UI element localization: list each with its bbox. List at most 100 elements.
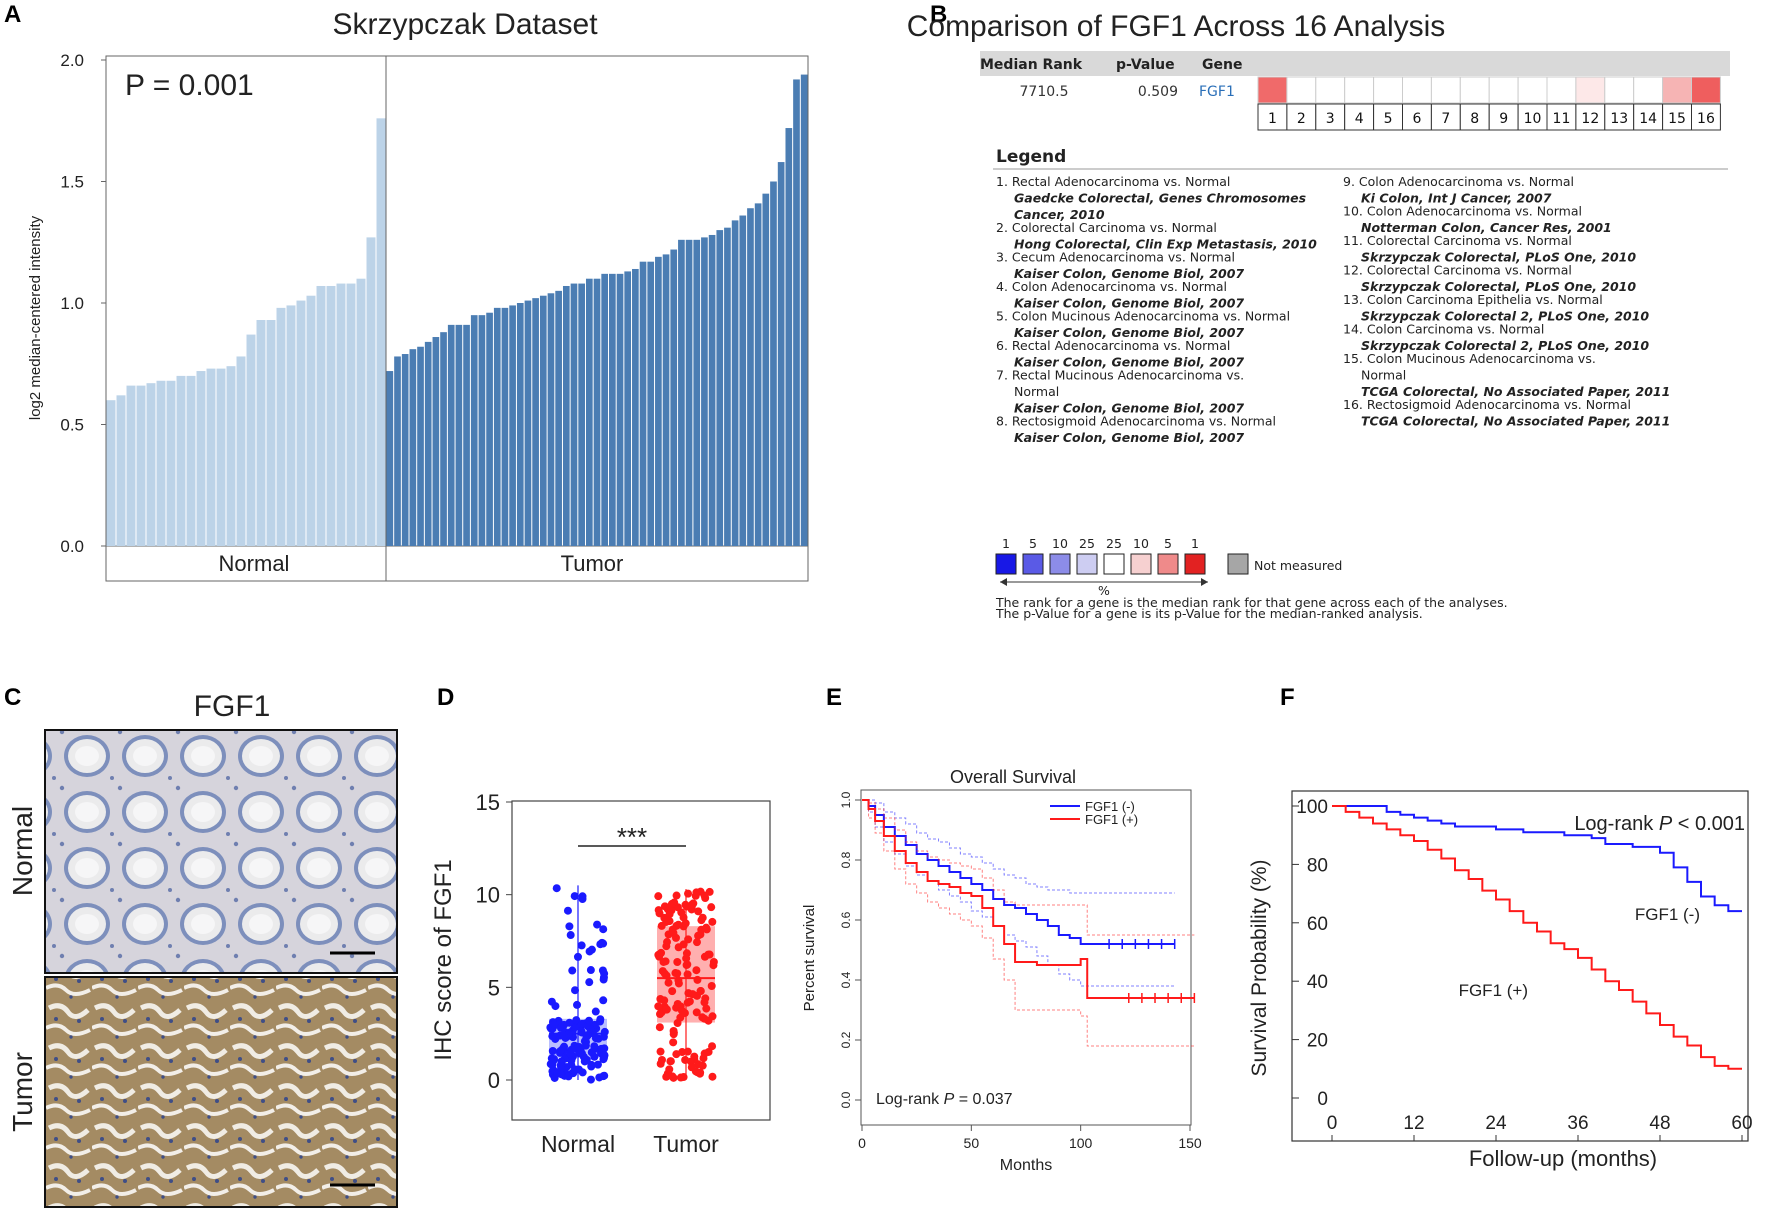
- not-measured-swatch: [1227, 553, 1249, 575]
- y-tick-label: 60: [1307, 914, 1328, 935]
- y-tick-label: 0.4: [839, 971, 853, 988]
- analysis-number: 3: [1326, 111, 1335, 127]
- data-point: [586, 1075, 595, 1084]
- legend-item-source: TCGA Colorectal, No Associated Paper, 20…: [1361, 384, 1670, 399]
- data-point: [658, 967, 667, 976]
- panel-b-header-bar: [980, 51, 1730, 76]
- x-tick-label: 0: [1327, 1113, 1338, 1134]
- bar-normal: [106, 400, 116, 546]
- legend-item-title: 14. Colon Carcinoma vs. Normal: [1343, 322, 1544, 337]
- data-point: [552, 884, 561, 893]
- data-point: [599, 1032, 608, 1041]
- y-tick-label: 0.0: [839, 1091, 853, 1108]
- x-tick-label: 12: [1403, 1113, 1424, 1134]
- panel-a-label-normal: Normal: [219, 551, 290, 576]
- bar-tumor: [647, 261, 655, 546]
- data-point: [685, 997, 694, 1006]
- analysis-number: 7: [1441, 111, 1450, 127]
- data-point: [696, 930, 705, 939]
- data-point: [702, 1004, 711, 1013]
- data-point: [665, 1065, 674, 1074]
- data-point: [694, 907, 703, 916]
- data-point: [681, 919, 690, 928]
- x-tick-label: 36: [1567, 1113, 1588, 1134]
- data-point: [570, 892, 579, 901]
- legend-item-title: 12. Colorectal Carcinoma vs. Normal: [1343, 263, 1572, 278]
- analysis-cell: [1488, 76, 1519, 104]
- bar-tumor: [524, 300, 532, 546]
- data-point: [688, 990, 697, 999]
- analysis-number-box: [1344, 103, 1375, 131]
- data-point: [654, 1002, 663, 1011]
- panel-e-xlabel: Months: [1000, 1157, 1052, 1174]
- data-point: [586, 966, 595, 975]
- panel-f-xlabel: Follow-up (months): [1469, 1146, 1657, 1171]
- panel-c-title: FGF1: [194, 690, 271, 723]
- panel-b-color-scale: 1 5 10 25 25 10 5 1%: [995, 536, 1249, 598]
- data-point: [599, 939, 608, 948]
- y-tick-label: 1.0: [839, 791, 853, 808]
- data-point: [692, 888, 701, 897]
- panel-letter-d: D: [437, 684, 454, 711]
- bar-normal: [226, 366, 236, 546]
- y-tick-label: 0: [1317, 1089, 1328, 1110]
- analysis-number: 11: [1553, 111, 1571, 127]
- bar-tumor: [409, 349, 417, 546]
- data-point: [672, 891, 681, 900]
- analysis-number: 12: [1581, 111, 1599, 127]
- bar-tumor: [639, 261, 647, 546]
- data-point: [659, 957, 668, 966]
- data-point: [587, 1048, 596, 1057]
- panel-f-plot: 0 12 24 36 48 60 0 20 40 60 80 100 FGF1 (-) FGF1 (+) L…: [1292, 797, 1753, 1141]
- data-point: [556, 1061, 565, 1070]
- bar-tumor: [601, 273, 609, 546]
- bar-tumor: [463, 324, 470, 546]
- panel-a-ylabel: log2 median-centered intensity: [27, 215, 44, 420]
- data-point: [708, 1042, 717, 1051]
- data-point: [547, 997, 556, 1006]
- data-point: [579, 1052, 588, 1061]
- data-point: [681, 1055, 690, 1064]
- data-point: [548, 1032, 557, 1041]
- bar-normal: [206, 368, 216, 546]
- x-tick-label: 60: [1731, 1113, 1752, 1134]
- y-tick-label: 20: [1307, 1031, 1328, 1052]
- x-label-normal: Normal: [541, 1131, 615, 1157]
- bar-tumor: [747, 208, 754, 547]
- y-tick-label: 0.0: [60, 537, 84, 556]
- data-point: [599, 975, 608, 984]
- legend-item-source: Skrzypczak Colorectal, PLoS One, 2010: [1361, 279, 1636, 294]
- data-point: [705, 950, 714, 959]
- panel-b-gene-link[interactable]: FGF1: [1199, 84, 1235, 100]
- bar-normal: [246, 334, 256, 546]
- data-point: [673, 999, 682, 1008]
- scale-swatch: [1130, 553, 1152, 575]
- bar-tumor: [800, 74, 808, 546]
- data-point: [559, 1031, 568, 1040]
- legend-item-title-cont: Normal: [1014, 384, 1059, 399]
- data-point: [679, 1073, 688, 1082]
- data-point: [693, 975, 702, 984]
- analysis-number: 2: [1297, 111, 1306, 127]
- legend-item-source: Kaiser Colon, Genome Biol, 2007: [1014, 266, 1244, 281]
- legend-item-title: 11. Colorectal Carcinoma vs. Normal: [1343, 233, 1572, 248]
- data-point: [573, 952, 582, 961]
- data-point: [666, 1057, 675, 1066]
- data-point: [708, 1072, 717, 1081]
- panel-d-plot: 0 5 10 15 *** Normal Tumor: [476, 790, 720, 1157]
- scale-swatch: [1049, 553, 1071, 575]
- legend-item-source: Kaiser Colon, Genome Biol, 2007: [1014, 296, 1244, 311]
- data-point: [585, 1016, 594, 1025]
- y-tick-label: 0.8: [839, 851, 853, 868]
- bar-normal: [146, 383, 156, 546]
- bar-tumor: [632, 268, 639, 546]
- analysis-number: 8: [1470, 111, 1479, 127]
- data-point: [578, 895, 587, 904]
- y-tick-label: 1.0: [60, 294, 84, 313]
- ci-upper: [862, 799, 1175, 894]
- data-point: [571, 986, 580, 995]
- data-point: [668, 987, 677, 996]
- data-point: [585, 978, 594, 987]
- data-point: [548, 1047, 557, 1056]
- data-point: [683, 970, 692, 979]
